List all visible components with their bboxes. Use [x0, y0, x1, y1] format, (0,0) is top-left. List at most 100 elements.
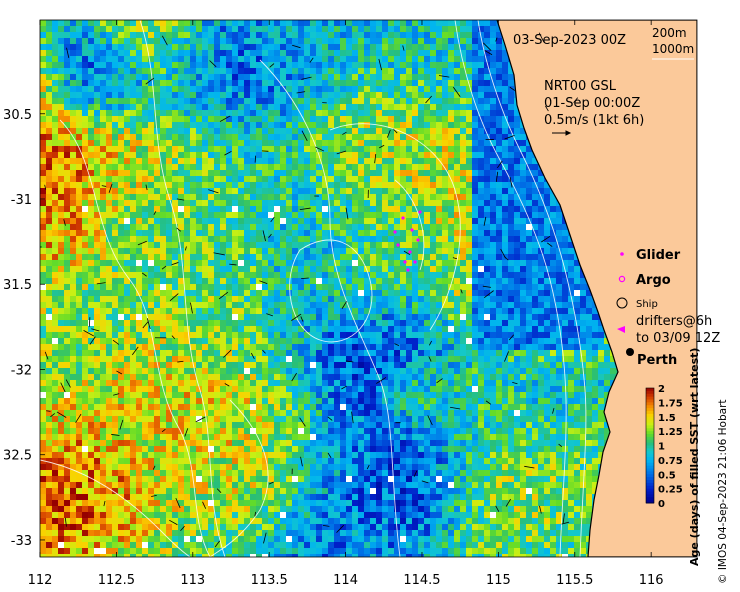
sst-cell [286, 206, 293, 213]
sst-cell [334, 80, 341, 87]
sst-cell [214, 212, 221, 219]
sst-cell [196, 260, 203, 267]
sst-cell [172, 116, 179, 123]
sst-cell [388, 104, 395, 111]
sst-cell [262, 104, 269, 111]
sst-cell [88, 212, 95, 219]
sst-cell [298, 62, 305, 69]
sst-cell [190, 98, 197, 105]
sst-cell [478, 266, 485, 273]
sst-cell [232, 278, 239, 285]
sst-cell [202, 140, 209, 147]
sst-cell [430, 56, 437, 63]
sst-cell [88, 200, 95, 207]
sst-cell [64, 206, 71, 213]
sst-cell [286, 56, 293, 63]
sst-cell [94, 110, 101, 117]
sst-cell [394, 32, 401, 39]
sst-cell [112, 122, 119, 129]
sst-cell [328, 122, 335, 129]
sst-cell [496, 194, 503, 201]
sst-cell [334, 200, 341, 207]
sst-cell [232, 290, 239, 297]
sst-cell [490, 260, 497, 267]
sst-cell [346, 20, 353, 27]
sst-cell [346, 104, 353, 111]
sst-cell [376, 176, 383, 183]
sst-cell [358, 50, 365, 57]
sst-cell [418, 260, 425, 267]
sst-cell [112, 248, 119, 255]
sst-cell [568, 278, 575, 285]
sst-cell [52, 278, 59, 285]
sst-cell [322, 44, 329, 51]
sst-cell [370, 56, 377, 63]
sst-cell [118, 164, 125, 171]
sst-cell [466, 74, 473, 81]
sst-cell [226, 74, 233, 81]
sst-cell [40, 104, 47, 111]
sst-cell [376, 170, 383, 177]
sst-cell [286, 74, 293, 81]
sst-cell [514, 170, 521, 177]
sst-cell [232, 32, 239, 39]
sst-cell [460, 122, 467, 129]
sst-cell [46, 272, 53, 279]
sst-cell [274, 20, 281, 27]
sst-cell [292, 200, 299, 207]
sst-cell [280, 164, 287, 171]
sst-cell [214, 110, 221, 117]
sst-cell [310, 188, 317, 195]
sst-cell [310, 254, 317, 261]
sst-cell [190, 62, 197, 69]
sst-cell [418, 80, 425, 87]
sst-cell [148, 140, 155, 147]
sst-cell [388, 212, 395, 219]
sst-cell [142, 122, 149, 129]
sst-cell [286, 176, 293, 183]
sst-cell [184, 110, 191, 117]
sst-cell [538, 266, 545, 273]
sst-cell [256, 116, 263, 123]
sst-cell [112, 242, 119, 249]
sst-cell [46, 206, 53, 213]
sst-cell [352, 242, 359, 249]
sst-cell [430, 44, 437, 51]
sst-cell [328, 164, 335, 171]
sst-cell [238, 152, 245, 159]
sst-cell [76, 122, 83, 129]
sst-cell [106, 80, 113, 87]
sst-cell [100, 32, 107, 39]
sst-cell [358, 158, 365, 165]
sst-cell [268, 176, 275, 183]
sst-cell [388, 242, 395, 249]
sst-cell [112, 32, 119, 39]
sst-cell [358, 278, 365, 285]
sst-cell [478, 86, 485, 93]
sst-cell [430, 38, 437, 45]
sst-cell [262, 158, 269, 165]
sst-cell [286, 134, 293, 141]
sst-cell [364, 164, 371, 171]
sst-cell [382, 122, 389, 129]
sst-cell [82, 260, 89, 267]
sst-cell [442, 242, 449, 249]
sst-cell [382, 116, 389, 123]
sst-cell [220, 92, 227, 99]
sst-cell [460, 128, 467, 135]
sst-cell [256, 170, 263, 177]
sst-cell [94, 122, 101, 129]
sst-cell [352, 128, 359, 135]
sst-cell [502, 176, 509, 183]
sst-cell [244, 218, 251, 225]
sst-cell [148, 32, 155, 39]
sst-cell [418, 158, 425, 165]
sst-cell [472, 152, 479, 159]
sst-cell [340, 128, 347, 135]
sst-cell [496, 158, 503, 165]
sst-cell [148, 182, 155, 189]
sst-cell [514, 146, 521, 153]
sst-cell [358, 242, 365, 249]
sst-cell [280, 98, 287, 105]
sst-cell [268, 260, 275, 267]
